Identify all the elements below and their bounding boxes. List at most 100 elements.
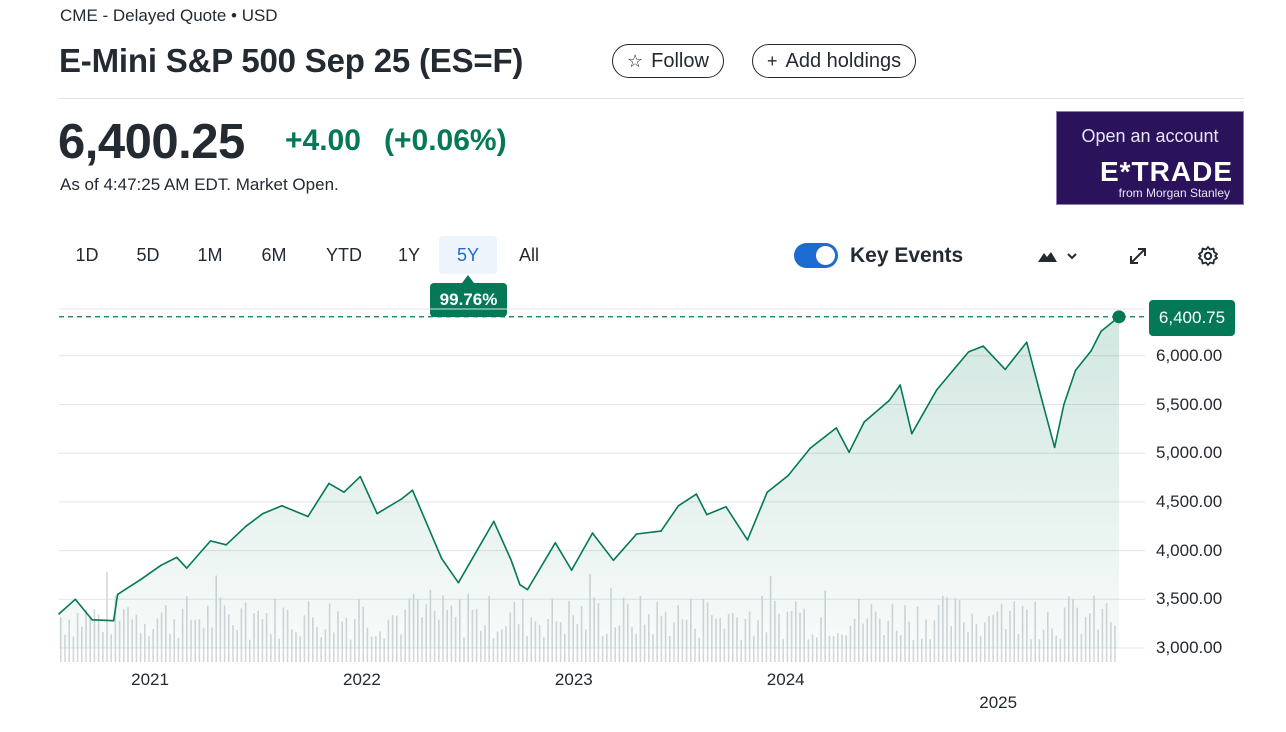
price-point xyxy=(1025,341,1028,344)
price-point xyxy=(835,427,838,429)
star-icon: ☆ xyxy=(627,50,644,71)
plus-icon: + xyxy=(767,50,778,71)
price-point xyxy=(116,593,119,596)
chart-type-dropdown[interactable] xyxy=(1030,242,1082,270)
chart-settings-button[interactable] xyxy=(1194,242,1222,270)
range-1m[interactable]: 1M xyxy=(197,244,223,265)
price-point xyxy=(307,515,309,518)
ad-subtitle: from Morgan Stanley xyxy=(1118,186,1230,200)
volume-bar xyxy=(807,639,810,662)
chevron-down-icon xyxy=(1067,253,1077,260)
price-point xyxy=(91,619,93,621)
price-point xyxy=(591,532,594,534)
price-point xyxy=(457,581,460,584)
volume-bar xyxy=(782,639,784,662)
range-5d[interactable]: 5D xyxy=(136,244,160,265)
last-price-label: 6,400.75 xyxy=(1149,300,1235,336)
price-point xyxy=(376,512,378,515)
volume-bar xyxy=(72,636,75,662)
volume-bar xyxy=(832,636,835,662)
price-point xyxy=(510,559,512,562)
fullscreen-button[interactable] xyxy=(1124,242,1152,270)
volume-bar xyxy=(278,638,280,662)
range-1d[interactable]: 1D xyxy=(75,244,99,265)
y-tick-label: 4,500.00 xyxy=(1156,491,1223,511)
volume-bar xyxy=(1030,639,1032,662)
price-point xyxy=(899,384,901,386)
y-tick-label: 6,000.00 xyxy=(1156,345,1223,365)
x-tick-label: 2024 xyxy=(766,670,805,689)
price-point xyxy=(848,451,850,454)
volume-bar xyxy=(601,636,604,662)
y-tick-label: 5,000.00 xyxy=(1156,443,1223,463)
price-point xyxy=(660,530,662,532)
volume-bar xyxy=(526,636,528,662)
key-events-toggle[interactable] xyxy=(794,243,838,268)
y-tick-label: 5,500.00 xyxy=(1156,394,1223,414)
volume-bar xyxy=(1059,638,1062,662)
volume-bar xyxy=(492,638,495,662)
price-point xyxy=(635,533,638,535)
price-point xyxy=(225,544,227,546)
volume-bar xyxy=(349,639,352,662)
range-ytd[interactable]: YTD xyxy=(326,244,362,265)
mountain-chart-icon xyxy=(1038,252,1077,262)
volume-bar xyxy=(929,639,931,662)
volume-bar xyxy=(883,635,885,662)
volume-bar xyxy=(320,637,322,662)
range-5y[interactable]: 5Y xyxy=(439,236,497,274)
range-1y[interactable]: 1Y xyxy=(397,244,421,265)
price-area xyxy=(59,316,1119,648)
volume-bar xyxy=(375,636,377,662)
price-point xyxy=(1053,446,1056,449)
price-point xyxy=(952,369,954,372)
header-divider xyxy=(59,98,1244,99)
price-point xyxy=(888,399,890,402)
range-6m[interactable]: 6M xyxy=(261,244,287,265)
price-point xyxy=(400,498,403,500)
price-point xyxy=(1063,403,1065,406)
price-points xyxy=(58,316,1120,622)
price-point xyxy=(176,556,178,559)
price-point xyxy=(911,432,913,435)
price-point xyxy=(493,520,495,523)
add-holdings-label: Add holdings xyxy=(785,49,902,72)
price-point xyxy=(695,493,698,495)
price-point xyxy=(706,513,708,516)
x-tick-label: 2022 xyxy=(343,670,381,689)
toggle-knob xyxy=(816,246,835,265)
volume-bar xyxy=(270,634,272,662)
volume-bar xyxy=(811,634,814,662)
y-tick-label: 3,500.00 xyxy=(1156,589,1223,609)
volume-bar xyxy=(900,635,902,662)
price-point xyxy=(209,540,212,542)
price-point xyxy=(440,557,443,560)
price-point xyxy=(1090,350,1092,352)
volume-bar xyxy=(400,634,402,662)
price-point xyxy=(677,505,680,507)
expand-icon xyxy=(1130,248,1146,264)
follow-button[interactable]: ☆ Follow xyxy=(612,44,724,78)
volume-bar xyxy=(652,634,654,662)
volume-bar xyxy=(383,638,385,662)
price-point xyxy=(74,598,77,601)
page-title: E-Mini S&P 500 Sep 25 (ES=F) xyxy=(59,42,524,79)
gear-icon xyxy=(1198,246,1218,266)
volume-bar xyxy=(106,571,108,662)
volume-bar xyxy=(845,635,847,662)
price-point xyxy=(1004,368,1006,371)
range-all[interactable]: All xyxy=(518,244,539,265)
price-point xyxy=(526,588,529,591)
etrade-ad[interactable]: Open an account E*TRADE from Morgan Stan… xyxy=(1056,111,1244,205)
add-holdings-button[interactable]: + Add holdings xyxy=(752,44,917,78)
volume-bar xyxy=(753,635,755,662)
x-tick-label: 2025 xyxy=(979,693,1018,712)
volume-bar xyxy=(370,636,373,662)
price-point xyxy=(1038,390,1041,392)
price-point xyxy=(863,421,865,423)
price-point xyxy=(570,569,573,571)
price-point xyxy=(766,491,768,494)
volume-bar xyxy=(64,634,66,662)
volume-bar xyxy=(979,635,982,662)
